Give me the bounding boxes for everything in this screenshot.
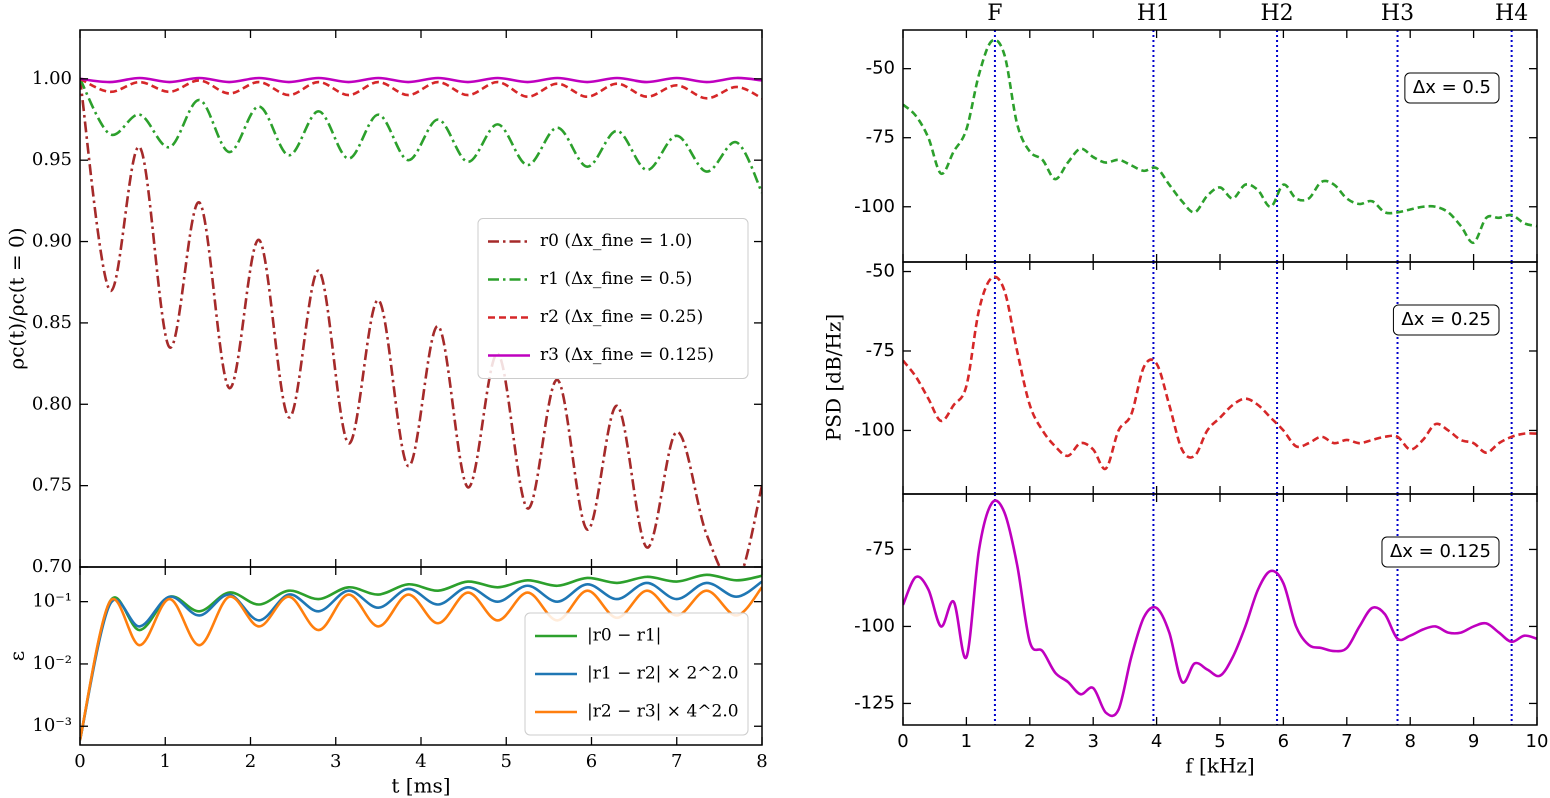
annotation-box <box>1381 536 1500 568</box>
legend-label: |r0 − r1| <box>587 626 661 646</box>
x-axis-label: f [kHz] <box>1185 754 1254 778</box>
series-line <box>80 580 762 741</box>
legend-box <box>524 612 749 736</box>
y-tick-label: -75 <box>866 127 895 148</box>
y-tick-label: -100 <box>854 419 895 440</box>
series-line <box>903 275 1537 471</box>
y-tick-label: -75 <box>866 340 895 361</box>
x-tick-label: 5 <box>501 751 512 772</box>
y-tick-label: 10⁻¹ <box>32 591 72 612</box>
x-tick-label: 2 <box>1024 731 1035 752</box>
y-tick-label: 0.95 <box>32 149 72 170</box>
annotation-box <box>1404 72 1500 104</box>
legend-label: r2 (Δx_fine = 0.25) <box>540 307 703 327</box>
plot-frame <box>902 261 1538 495</box>
series-line <box>80 78 762 567</box>
series-line <box>80 77 762 100</box>
legend-label: r3 (Δx_fine = 0.125) <box>540 345 714 365</box>
y-tick-label: 0.90 <box>32 231 72 252</box>
legend-label: r0 (Δx_fine = 1.0) <box>540 231 692 251</box>
series-line <box>80 76 762 84</box>
series-line <box>80 573 762 741</box>
y-tick-label: 0.85 <box>32 312 72 333</box>
series-line <box>903 38 1537 244</box>
x-tick-label: 3 <box>1087 731 1098 752</box>
x-tick-label: 0 <box>74 751 85 772</box>
annotation: Δx = 0.5 <box>1413 77 1491 98</box>
y-tick-label: -100 <box>854 196 895 217</box>
y-tick-label: 0.70 <box>32 556 72 577</box>
y-axis-label: ε <box>5 651 29 661</box>
plot-frame <box>902 29 1538 263</box>
series-line <box>80 78 762 194</box>
y-axis-label: ρc(t)/ρc(t = 0) <box>5 227 29 369</box>
y-tick-label: 0.80 <box>32 393 72 414</box>
harmonic-label: H3 <box>1381 1 1414 26</box>
x-tick-label: 3 <box>330 751 341 772</box>
annotation: Δx = 0.125 <box>1390 541 1491 562</box>
y-tick-label: 10⁻² <box>32 653 72 674</box>
x-tick-label: 5 <box>1214 731 1225 752</box>
harmonic-label: H1 <box>1137 1 1170 26</box>
x-tick-label: 10 <box>1526 731 1549 752</box>
y-tick-label: 10⁻³ <box>32 715 72 736</box>
x-tick-label: 7 <box>671 751 682 772</box>
harmonic-label: H4 <box>1495 1 1528 26</box>
x-tick-label: 0 <box>897 731 908 752</box>
legend-label: r1 (Δx_fine = 0.5) <box>540 269 692 289</box>
plot-frame <box>902 493 1538 726</box>
y-tick-label: -50 <box>866 261 895 282</box>
y-tick-label: -50 <box>866 58 895 79</box>
x-tick-label: 4 <box>1151 731 1162 752</box>
y-tick-label: -125 <box>854 692 895 713</box>
x-tick-label: 1 <box>961 731 972 752</box>
annotation: Δx = 0.25 <box>1401 309 1491 330</box>
x-tick-label: 8 <box>756 751 767 772</box>
x-tick-label: 6 <box>586 751 597 772</box>
x-tick-label: 9 <box>1468 731 1479 752</box>
x-tick-label: 2 <box>245 751 256 772</box>
series-line <box>80 586 762 741</box>
y-tick-label: -100 <box>854 615 895 636</box>
annotation-box <box>1392 304 1500 336</box>
legend-box <box>477 218 749 379</box>
x-tick-label: 6 <box>1278 731 1289 752</box>
harmonic-label: F <box>987 1 1002 26</box>
series-line <box>903 499 1537 718</box>
x-tick-label: 4 <box>415 751 426 772</box>
legend-label: |r1 − r2| × 2^2.0 <box>587 664 739 684</box>
y-tick-label: 1.00 <box>32 68 72 89</box>
x-tick-label: 8 <box>1404 731 1415 752</box>
harmonic-label: H2 <box>1260 1 1293 26</box>
legend-label: |r2 − r3| × 4^2.0 <box>587 702 739 722</box>
x-axis-label: t [ms] <box>391 774 450 798</box>
x-tick-label: 1 <box>160 751 171 772</box>
x-tick-label: 7 <box>1341 731 1352 752</box>
y-axis-label: PSD [dB/Hz] <box>822 314 846 441</box>
y-tick-label: -75 <box>866 538 895 559</box>
y-tick-label: 0.75 <box>32 475 72 496</box>
